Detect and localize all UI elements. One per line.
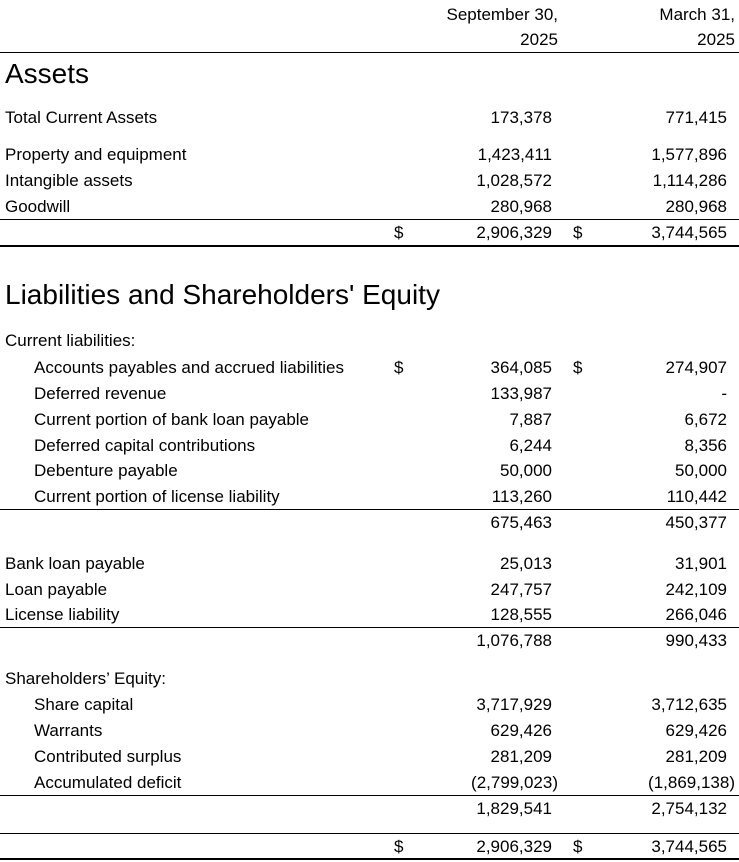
- value-mar-31-2025: 6,672: [684, 410, 727, 429]
- value-sep-30-2025: 364,085: [490, 358, 552, 377]
- row-label: Current portion of bank loan payable: [34, 410, 310, 429]
- value-sep-30-2025: 25,013: [500, 554, 552, 573]
- value-mar-31-2025: 3,744,565: [651, 223, 727, 242]
- value-mar-31-2025: 242,109: [665, 580, 727, 599]
- divider: [0, 627, 739, 628]
- row-label: Shareholders’ Equity:: [5, 669, 166, 688]
- currency-symbol: $: [394, 358, 404, 377]
- row-label: Share capital: [34, 695, 134, 714]
- value-sep-30-2025: 1,028,572: [476, 171, 552, 190]
- value-sep-30-2025: 133,987: [490, 384, 552, 403]
- row-label: Loan payable: [5, 580, 108, 599]
- row-label: Debenture payable: [34, 461, 178, 480]
- column-header-2-line2: 2025: [697, 30, 735, 49]
- value-mar-31-2025: (1,869,138): [648, 773, 735, 792]
- divider: [0, 52, 739, 53]
- row-label: Warrants: [34, 721, 103, 740]
- liabilities-equity-heading: Liabilities and Shareholders' Equity: [5, 279, 440, 310]
- value-mar-31-2025: 771,415: [665, 108, 727, 127]
- row-label: Deferred revenue: [34, 384, 167, 403]
- currency-symbol: $: [573, 358, 583, 377]
- value-sep-30-2025: 280,968: [490, 197, 552, 216]
- value-sep-30-2025: 6,244: [509, 436, 552, 455]
- value-mar-31-2025: 110,442: [666, 487, 727, 506]
- value-mar-31-2025: 31,901: [675, 554, 727, 573]
- value-sep-30-2025: 50,000: [500, 461, 552, 480]
- value-mar-31-2025: 1,114,286: [652, 171, 727, 190]
- divider: [0, 245, 739, 247]
- value-sep-30-2025: 2,906,329: [476, 837, 552, 856]
- row-label: Contributed surplus: [34, 747, 182, 766]
- row-label: Total Current Assets: [5, 108, 158, 127]
- row-label: Deferred capital contributions: [34, 436, 256, 455]
- column-header-1-line2: 2025: [520, 30, 558, 49]
- row-label: Intangible assets: [5, 171, 133, 190]
- value-sep-30-2025: 675,463: [490, 513, 552, 532]
- value-sep-30-2025: (2,799,023): [471, 773, 558, 792]
- value-sep-30-2025: 1,423,411: [477, 145, 552, 164]
- divider: [0, 219, 739, 220]
- value-sep-30-2025: 1,076,788: [476, 631, 552, 650]
- divider: [0, 858, 739, 860]
- row-label: License liability: [5, 605, 120, 624]
- row-label: Current liabilities:: [5, 331, 136, 350]
- divider: [0, 833, 739, 834]
- value-sep-30-2025: 3,717,929: [476, 695, 552, 714]
- row-label: Accumulated deficit: [34, 773, 182, 792]
- value-mar-31-2025: 281,209: [665, 747, 727, 766]
- value-mar-31-2025: 280,968: [665, 197, 727, 216]
- value-sep-30-2025: 173,378: [490, 108, 552, 127]
- divider: [0, 795, 739, 796]
- row-label: Current portion of license liability: [34, 487, 280, 506]
- value-sep-30-2025: 2,906,329: [476, 223, 552, 242]
- value-mar-31-2025: 50,000: [675, 461, 727, 480]
- value-mar-31-2025: 450,377: [665, 513, 727, 532]
- value-mar-31-2025: 8,356: [684, 436, 727, 455]
- currency-symbol: $: [394, 223, 404, 242]
- value-mar-31-2025: 1,577,896: [651, 145, 727, 164]
- row-label: Goodwill: [5, 197, 71, 216]
- value-mar-31-2025: -: [721, 384, 727, 403]
- value-mar-31-2025: 629,426: [665, 721, 727, 740]
- value-mar-31-2025: 2,754,132: [651, 799, 727, 818]
- value-sep-30-2025: 128,555: [490, 605, 552, 624]
- value-sep-30-2025: 1,829,541: [476, 799, 552, 818]
- currency-symbol: $: [573, 223, 583, 242]
- column-header-2-line1: March 31,: [659, 5, 735, 24]
- value-sep-30-2025: 281,209: [490, 747, 552, 766]
- row-label: Accounts payables and accrued liabilitie…: [34, 358, 344, 377]
- row-label: Property and equipment: [5, 145, 187, 164]
- value-mar-31-2025: 3,744,565: [651, 837, 727, 856]
- value-sep-30-2025: 7,887: [509, 410, 552, 429]
- assets-heading: Assets: [5, 58, 90, 89]
- value-sep-30-2025: 629,426: [490, 721, 552, 740]
- value-sep-30-2025: 247,757: [490, 580, 552, 599]
- currency-symbol: $: [573, 837, 583, 856]
- column-header-1-line1: September 30,: [446, 5, 558, 24]
- value-sep-30-2025: 113,260: [491, 487, 552, 506]
- value-mar-31-2025: 274,907: [665, 358, 727, 377]
- row-label: Bank loan payable: [5, 554, 145, 573]
- value-mar-31-2025: 3,712,635: [651, 695, 727, 714]
- value-mar-31-2025: 266,046: [665, 605, 727, 624]
- divider: [0, 509, 739, 510]
- value-mar-31-2025: 990,433: [665, 631, 727, 650]
- currency-symbol: $: [394, 837, 404, 856]
